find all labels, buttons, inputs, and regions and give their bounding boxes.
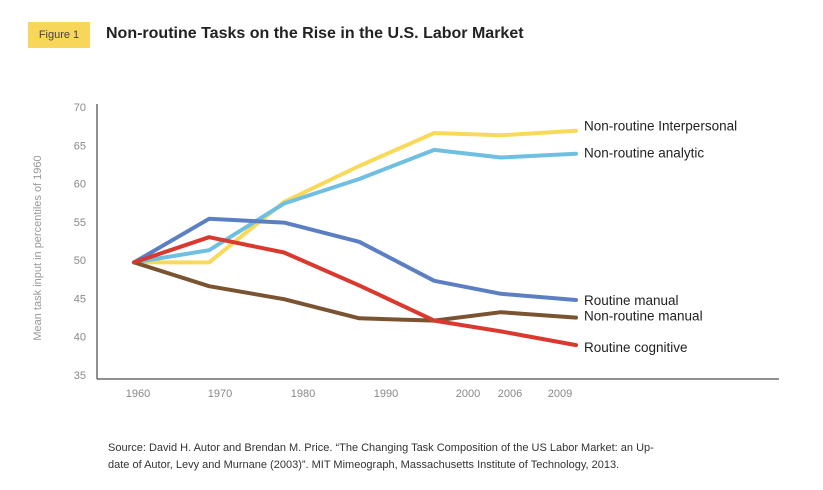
x-tick-labels: 1960 1970 1980 1990 2000 2006 2009: [126, 388, 572, 400]
x-tick-label: 1970: [208, 388, 232, 400]
y-tick-label: 45: [74, 293, 86, 305]
series-labels: Non-routine Interpersonal Non-routine ana…: [584, 119, 737, 355]
series-line-routine-cognitive: [132, 235, 578, 348]
x-tick-label: 1960: [126, 388, 150, 400]
line-chart: 35 40 45 50 55 60 65 70 1960 1970 1980 1990 2000 200…: [32, 102, 779, 400]
series-line-non-routine-interpersonal: [132, 128, 578, 265]
x-tick-label: 2000: [456, 388, 480, 400]
series-line-routine-manual: [132, 216, 578, 302]
y-tick-label: 40: [74, 332, 86, 344]
x-tick-label: 1980: [291, 388, 315, 400]
series-label: Routine cognitive: [584, 340, 688, 355]
series-line-non-routine-analytic: [132, 147, 578, 265]
y-tick-label: 50: [74, 255, 86, 267]
chart-title: Non-routine Tasks on the Rise in the U.S…: [106, 25, 524, 42]
series-line-non-routine-manual: [132, 260, 578, 323]
y-tick-label: 55: [74, 217, 86, 229]
y-tick-label: 65: [74, 140, 86, 152]
x-tick-label: 2009: [548, 388, 572, 400]
y-tick-label: 70: [74, 102, 86, 114]
series-label: Routine manual: [584, 293, 679, 308]
x-tick-label: 2006: [498, 388, 522, 400]
series-label: Non-routine manual: [584, 309, 703, 324]
source-note: Source: David H. Autor and Brendan M. Pr…: [108, 442, 654, 471]
figure-badge: Figure 1: [28, 22, 90, 48]
y-tick-label: 60: [74, 179, 86, 191]
x-tick-label: 1990: [374, 388, 398, 400]
series-label: Non-routine Interpersonal: [584, 119, 737, 134]
y-tick-labels: 35 40 45 50 55 60 65 70: [74, 102, 86, 382]
y-tick-label: 35: [74, 370, 86, 382]
y-axis-label: Mean task input in percentiles of 1960: [32, 155, 44, 340]
series-lines: [132, 128, 578, 348]
series-label: Non-routine analytic: [584, 146, 704, 161]
